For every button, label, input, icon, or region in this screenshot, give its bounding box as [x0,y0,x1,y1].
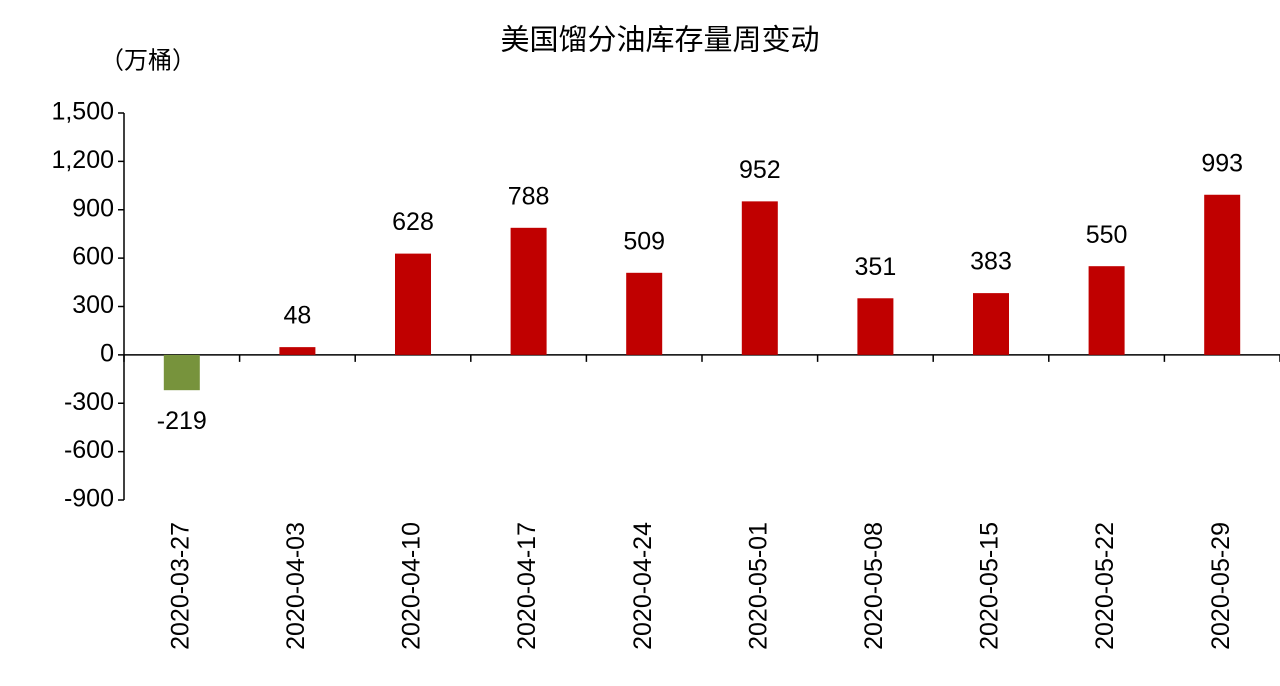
data-label: 509 [623,227,665,255]
chart-title: 美国馏分油库存量周变动 [500,24,819,57]
bar [857,298,894,355]
bar [626,272,663,355]
data-label: 550 [1086,221,1128,249]
data-label: 788 [508,182,550,210]
x-tick-label: 2020-04-17 [513,522,541,650]
data-label: 952 [739,156,781,184]
x-tick-label: 2020-04-03 [282,522,310,650]
bar [973,293,1009,355]
y-tick-label: -600 [64,436,114,464]
x-tick-label: 2020-05-22 [1091,522,1119,650]
y-tick-label: 1,200 [51,146,114,174]
y-tick-label: 0 [100,339,114,367]
data-label: 993 [1201,149,1243,177]
y-tick-label: 1,500 [51,98,114,126]
y-tick-label: -300 [64,388,114,416]
x-tick-label: 2020-04-24 [629,522,657,650]
bar [163,354,200,391]
bar [395,253,431,355]
x-tick-label: 2020-04-10 [398,522,426,650]
y-tick-label: 300 [72,291,114,319]
data-label: 351 [855,253,897,281]
y-tick-label: -900 [64,485,114,513]
x-tick-label: 2020-05-29 [1207,522,1235,650]
x-tick-label: 2020-05-15 [976,522,1004,650]
bar [279,347,316,355]
bar [1088,266,1125,355]
bar [1204,194,1241,355]
data-label: 48 [283,302,311,330]
y-axis-label: （万桶） [100,47,196,74]
y-tick-label: 900 [72,194,114,222]
x-tick-label: 2020-03-27 [166,522,194,650]
x-tick-label: 2020-05-01 [744,522,772,650]
data-label: 383 [970,248,1012,276]
data-label: 628 [392,208,434,236]
data-label: -219 [157,407,207,435]
x-tick-label: 2020-05-08 [860,522,888,650]
bar [741,201,778,355]
bar [510,227,547,355]
y-tick-label: 600 [72,243,114,271]
